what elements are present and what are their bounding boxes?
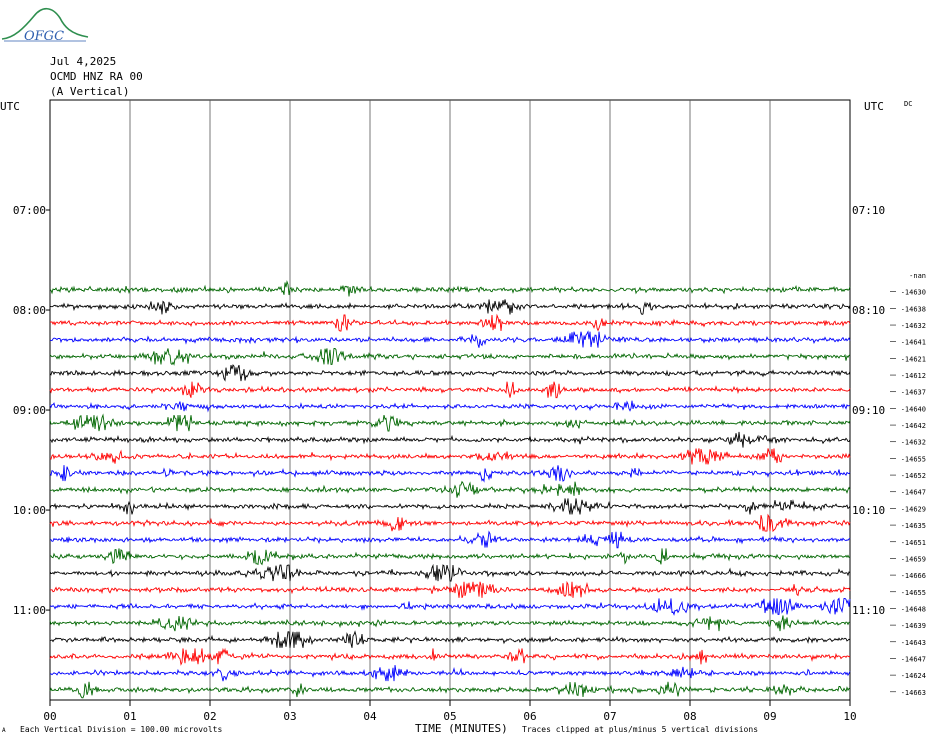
- dc-offset-label: -14648: [901, 605, 926, 613]
- corner-mark: A: [2, 727, 6, 734]
- seismic-trace: [49, 448, 851, 465]
- utc-label-right: UTC: [864, 100, 884, 113]
- dc-offset-label: -14641: [901, 339, 926, 347]
- dc-offset-label: -14635: [901, 522, 926, 530]
- dc-offset-label: -14637: [901, 389, 926, 397]
- x-tick-label: 03: [283, 710, 296, 723]
- x-tick-label: 00: [43, 710, 56, 723]
- dc-offset-label: -14655: [901, 455, 926, 463]
- dc-offset-label: -14651: [901, 539, 926, 547]
- seismic-trace: [49, 465, 851, 483]
- clip-note: Traces clipped at plus/minus 5 vertical …: [522, 725, 759, 734]
- seismic-trace: [49, 665, 851, 682]
- hour-label-right: 08:10: [852, 304, 885, 317]
- hour-label-right: 07:10: [852, 204, 885, 217]
- seismic-trace: [49, 498, 851, 515]
- dc-offset-label: -14652: [901, 472, 926, 480]
- dc-offset-label: -14647: [901, 655, 926, 663]
- dc-offset-label: -14612: [901, 372, 926, 380]
- hour-label-left: 07:00: [13, 204, 46, 217]
- dc-offset-label: -14643: [901, 639, 926, 647]
- seismic-trace: [49, 580, 851, 598]
- hour-label-left: 11:00: [13, 604, 46, 617]
- station-code: OCMD HNZ RA 00: [50, 70, 143, 83]
- dc-offset-label: -14640: [901, 405, 926, 413]
- x-tick-label: 05: [443, 710, 456, 723]
- logo-swoosh: [1, 7, 89, 40]
- x-tick-label: 06: [523, 710, 536, 723]
- x-tick-label: 04: [363, 710, 377, 723]
- x-tick-label: 07: [603, 710, 616, 723]
- seismic-trace: [49, 563, 851, 582]
- hour-label-left: 09:00: [13, 404, 46, 417]
- dc-offset-label: -14659: [901, 555, 926, 563]
- record-date: Jul 4,2025: [50, 55, 117, 68]
- component-label: (A Vertical): [50, 85, 130, 98]
- hour-label-right: 10:10: [852, 504, 885, 517]
- seismic-trace: [49, 364, 851, 382]
- dc-offset-label: -14632: [901, 322, 926, 330]
- dc-offset-label: -14629: [901, 505, 926, 513]
- dc-offset-label: -14647: [901, 489, 926, 497]
- seismic-trace: [49, 330, 851, 348]
- x-tick-label: 09: [763, 710, 776, 723]
- seismic-trace: [49, 413, 851, 432]
- seismic-trace: [49, 615, 851, 632]
- seismic-trace: [49, 548, 851, 566]
- dc-offset-label: -14666: [901, 572, 926, 580]
- logo-text: OFGC: [24, 29, 64, 44]
- dc-label: DC: [904, 100, 913, 108]
- dc-offset-label: -14639: [901, 622, 926, 630]
- x-tick-label: 08: [683, 710, 696, 723]
- seismic-trace: [49, 681, 851, 699]
- seismic-trace: [49, 647, 851, 666]
- dc-offset-label: -14632: [901, 439, 926, 447]
- seismic-trace: [50, 313, 851, 332]
- seismic-trace: [49, 513, 851, 533]
- hour-label-left: 10:00: [13, 504, 46, 517]
- seismic-trace: [49, 431, 851, 448]
- hour-label-right: 11:10: [852, 604, 885, 617]
- seismic-trace: [49, 597, 851, 616]
- dc-offset-label: -14655: [901, 589, 926, 597]
- dc-offset-label: -14642: [901, 422, 926, 430]
- x-axis-label: TIME (MINUTES): [415, 722, 508, 735]
- x-tick-label: 01: [123, 710, 136, 723]
- dc-offset-label: -14663: [901, 689, 926, 697]
- dc-offset-label: -nan: [909, 272, 926, 280]
- hour-label-left: 08:00: [13, 304, 46, 317]
- ofgc-logo: OFGC: [1, 7, 89, 44]
- seismic-trace: [49, 279, 851, 297]
- seismic-trace: [49, 480, 851, 498]
- seismic-trace: [49, 347, 851, 366]
- seismic-trace: [49, 400, 851, 413]
- dc-offset-label: -14638: [901, 305, 926, 313]
- seismic-trace: [49, 299, 851, 315]
- dc-offset-label: -14624: [901, 672, 926, 680]
- seismic-trace: [49, 381, 851, 399]
- dc-offset-label: -14621: [901, 355, 926, 363]
- dc-offset-label: -14630: [901, 289, 926, 297]
- x-tick-label: 10: [843, 710, 856, 723]
- scale-note: Each Vertical Division = 100.00 microvol…: [20, 725, 223, 734]
- utc-label-left: UTC: [0, 100, 20, 113]
- seismic-trace: [49, 530, 851, 549]
- x-tick-label: 02: [203, 710, 216, 723]
- hour-label-right: 09:10: [852, 404, 885, 417]
- seismic-trace: [49, 630, 851, 648]
